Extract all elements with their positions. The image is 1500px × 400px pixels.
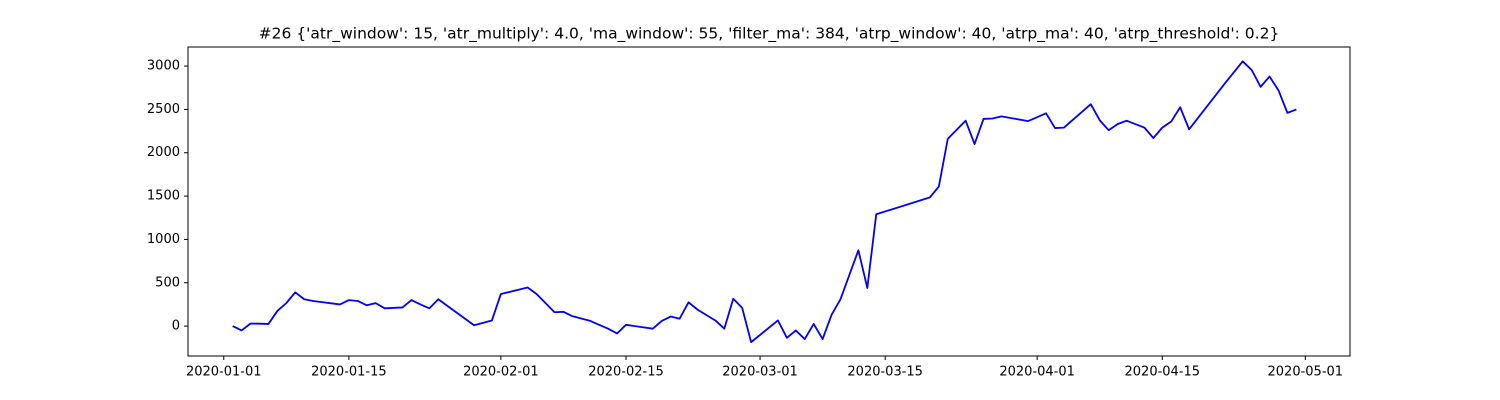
x-tick-label: 2020-02-15	[588, 365, 664, 380]
chart-title: #26 {'atr_window': 15, 'atr_multiply': 4…	[259, 25, 1280, 44]
axes-frame	[187, 46, 1351, 357]
y-tick-label: 3000	[147, 59, 180, 74]
x-tick-label: 2020-01-01	[186, 365, 262, 380]
x-tick-label: 2020-04-01	[999, 365, 1075, 380]
x-tick-label: 2020-05-01	[1268, 365, 1344, 380]
x-tick-label: 2020-04-15	[1125, 365, 1201, 380]
line-series	[232, 60, 1297, 344]
y-tick-label: 1000	[147, 232, 180, 247]
x-tick-label: 2020-03-15	[847, 365, 923, 380]
y-tick-label: 2500	[147, 102, 180, 117]
x-tick-label: 2020-02-01	[463, 365, 539, 380]
x-tick-label: 2020-03-01	[722, 365, 798, 380]
y-tick-label: 500	[155, 275, 180, 290]
y-tick-label: 0	[172, 319, 180, 334]
x-tick-label: 2020-01-15	[311, 365, 387, 380]
y-tick-label: 1500	[147, 189, 180, 204]
y-tick-label: 2000	[147, 145, 180, 160]
